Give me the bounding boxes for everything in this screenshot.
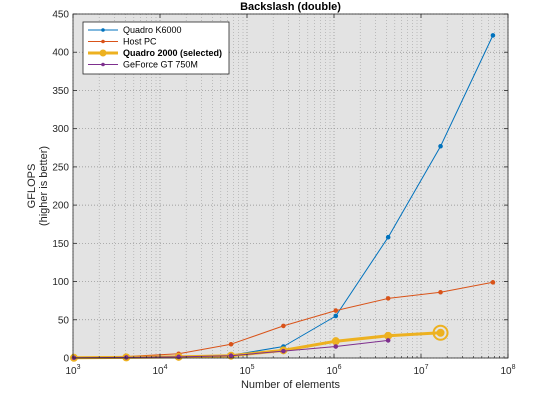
data-point: [385, 296, 391, 301]
data-point: [123, 355, 129, 360]
series-4: [71, 338, 391, 361]
data-point: [438, 143, 443, 149]
data-point: [331, 337, 340, 346]
y-tick-label: 350: [52, 86, 69, 97]
data-point: [228, 353, 234, 359]
x-tick-label: 108: [500, 364, 515, 377]
data-point: [385, 338, 391, 343]
data-point: [281, 348, 286, 354]
data-point: [490, 280, 496, 285]
legend-swatch-marker: [101, 62, 105, 67]
x-tick-label: 104: [152, 364, 167, 377]
highlight-ring: [432, 324, 449, 341]
data-point: [281, 323, 286, 329]
axis-ticks: 0 50 100 150 200 250 300 350 400 450 103 104 105 106 1…: [52, 10, 515, 378]
y-tick-label: 100: [52, 277, 69, 288]
legend-box: [82, 21, 230, 75]
data-point: [333, 344, 339, 349]
legend-item: Quadro 2000 (selected): [88, 48, 222, 58]
y-tick-label: 400: [52, 48, 69, 59]
legend-item: GeForce GT 750M: [88, 60, 198, 70]
y-axis-label-line-1: GFLOPS: [26, 164, 38, 209]
y-tick-label: 0: [63, 354, 69, 365]
data-point: [438, 289, 443, 295]
data-point: [436, 328, 445, 337]
series-layer: [69, 33, 496, 362]
chart-title: Backslash (double): [240, 1, 341, 13]
legend-label: Quadro 2000 (selected): [123, 48, 222, 58]
legend-swatch-marker: [101, 39, 105, 44]
x-tick-label: 103: [65, 364, 80, 377]
data-point: [333, 308, 339, 313]
legend-label: Host PC: [123, 37, 157, 47]
y-tick-label: 300: [52, 124, 69, 135]
x-tick-label: 105: [239, 364, 254, 377]
data-point: [333, 313, 339, 319]
y-axis-label: GFLOPS (higher is better): [26, 146, 50, 226]
y-tick-label: 150: [52, 239, 69, 250]
legend-label: GeForce GT 750M: [123, 60, 198, 70]
y-tick-label: 250: [52, 162, 69, 173]
data-point: [228, 341, 234, 347]
y-tick-label: 50: [58, 315, 70, 326]
plot-frame: [72, 13, 509, 359]
legend-item: Quadro K6000: [88, 25, 182, 35]
y-tick-label: 450: [52, 10, 69, 21]
legend-swatch-marker: [99, 49, 107, 57]
legend-item: Host PC: [88, 37, 157, 47]
data-point: [490, 33, 496, 38]
data-point: [385, 234, 391, 240]
y-tick-label: 200: [52, 201, 69, 212]
legend-swatch-marker: [101, 28, 105, 32]
y-axis-label-line-2: (higher is better): [38, 146, 50, 226]
x-tick-label: 106: [326, 364, 341, 377]
legend-label: Quadro K6000: [123, 25, 182, 35]
x-axis-label: Number of elements: [241, 379, 341, 391]
x-tick-label: 107: [413, 364, 428, 377]
